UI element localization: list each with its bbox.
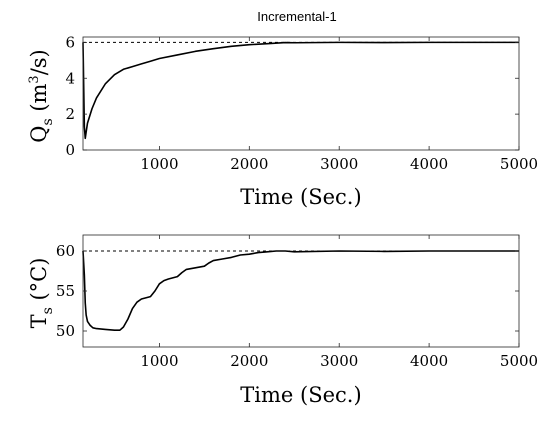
x-axis-label-top: Time (Sec.) xyxy=(240,185,361,209)
y-axis-label-top-pre: (m xyxy=(27,83,51,118)
x-tick-label: 2000 xyxy=(230,155,268,173)
panel-top-flow: Time (Sec.) Qs (m3/s) 1000 2000 3000 4000 50… xyxy=(27,33,538,209)
y-tick-label: 60 xyxy=(56,242,75,260)
y-axis-label-bottom-main: T xyxy=(27,314,51,328)
x-tick-label: 5000 xyxy=(500,155,538,173)
y-tick-label: 0 xyxy=(65,141,75,159)
y-tick-label: 55 xyxy=(56,282,75,300)
x-tick-label: 1000 xyxy=(140,155,178,173)
x-tick-label: 4000 xyxy=(410,352,448,370)
y-tick-label: 4 xyxy=(65,69,75,87)
x-tick-label: 1000 xyxy=(140,352,178,370)
y-axis-label-top-post: /s) xyxy=(27,49,51,75)
x-tick-label: 4000 xyxy=(410,155,448,173)
x-tick-label: 3000 xyxy=(320,155,358,173)
y-axis-label-top-sup: 3 xyxy=(27,75,42,83)
panel-bottom-temperature: Time (Sec.) Ts (°C) 1000 2000 3000 4000 5000… xyxy=(27,234,538,407)
x-axis-label-bottom: Time (Sec.) xyxy=(240,383,361,407)
figure-title: Incremental-1 xyxy=(257,9,336,24)
y-axis-label-top-main: Q xyxy=(27,126,51,143)
x-tick-label: 3000 xyxy=(320,352,358,370)
y-axis-label-top: Qs (m3/s) xyxy=(27,49,56,143)
y-tick-label: 2 xyxy=(65,105,75,123)
x-tick-label: 2000 xyxy=(230,352,268,370)
y-axis-label-bottom-pre: (°C) xyxy=(27,258,51,308)
plot-frame xyxy=(82,36,520,151)
x-tick-label: 5000 xyxy=(500,352,538,370)
series-line-0 xyxy=(82,41,519,140)
y-axis-label-bottom-sub: s xyxy=(40,307,56,314)
series-line-0 xyxy=(82,250,519,332)
y-axis-label-top-sub: s xyxy=(40,118,56,125)
y-tick-label: 6 xyxy=(65,33,75,51)
y-tick-label: 50 xyxy=(56,322,75,340)
y-axis-label-bottom: Ts (°C) xyxy=(27,258,56,329)
